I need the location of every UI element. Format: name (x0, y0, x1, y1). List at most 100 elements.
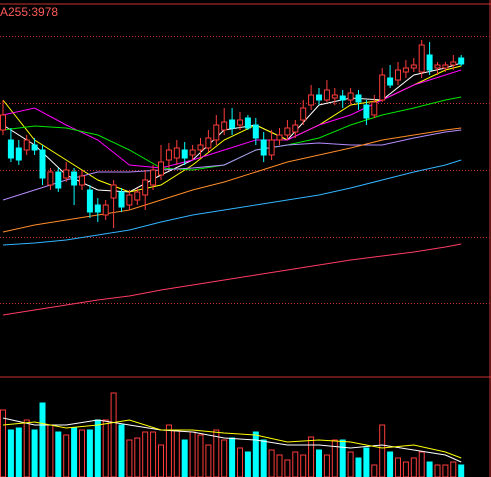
volume-bar (450, 461, 457, 477)
volume-bar (71, 427, 78, 477)
volume-bar (395, 457, 401, 477)
volume-bar (458, 464, 465, 477)
candle-body (426, 54, 433, 71)
candle-body (205, 137, 212, 149)
candle-body (268, 139, 275, 156)
candle-body (442, 64, 449, 69)
candle-body (276, 134, 283, 141)
candle-body (323, 89, 330, 101)
candle-body (418, 44, 425, 73)
volume-bar (363, 447, 370, 477)
volume-bar (244, 451, 251, 477)
moving-average-line (2, 159, 462, 246)
candle-body (23, 139, 30, 151)
candle-body (402, 67, 409, 73)
volume-bar (252, 431, 259, 477)
volume-bar (229, 437, 236, 477)
candle-body (15, 147, 22, 161)
candle-body (237, 119, 243, 126)
volume-bar (23, 419, 30, 477)
candle-body (173, 147, 180, 159)
moving-average-line (2, 419, 462, 459)
volume-bar (118, 424, 125, 477)
volume-bar (221, 439, 228, 477)
volume-bar (300, 454, 307, 477)
volume-bar (323, 454, 330, 477)
volume-bar (55, 431, 62, 477)
candle-body (410, 64, 417, 69)
volume-bar (181, 439, 188, 477)
candle-body (31, 144, 38, 151)
candle-body (260, 139, 267, 156)
volume-bar (434, 464, 441, 477)
volume-bar (134, 437, 141, 477)
volume-bar (237, 447, 243, 477)
candle-body (355, 94, 362, 103)
volume-bar (331, 439, 338, 477)
candle-body (189, 149, 196, 156)
candle-body (165, 149, 172, 161)
volume-bar (39, 402, 46, 477)
candle-body (292, 124, 299, 133)
candle-body (331, 94, 338, 99)
candle-body (387, 77, 394, 86)
volume-bar (442, 464, 449, 477)
volume-bar (276, 454, 283, 477)
candle-body (308, 94, 315, 106)
volume-bar (63, 434, 70, 477)
volume-bar (260, 439, 267, 477)
candle-body (94, 204, 101, 213)
volume-bar (205, 444, 212, 477)
candle-body (63, 169, 70, 179)
candle-body (252, 124, 259, 139)
candle-body (158, 161, 164, 176)
volume-bar (94, 419, 101, 477)
volume-bar (339, 439, 346, 477)
volume-bar (142, 431, 149, 477)
candle-body (118, 191, 125, 208)
candle-body (363, 104, 370, 119)
volume-bar (284, 459, 291, 477)
volume-bar (268, 449, 275, 477)
volume-bar (387, 451, 394, 477)
candle-body (450, 61, 457, 66)
candle-body (71, 171, 78, 186)
volume-bar (347, 451, 354, 477)
moving-average-line (2, 243, 462, 316)
volume-bar (308, 436, 315, 477)
candle-body (197, 144, 204, 151)
candle-body (102, 204, 109, 216)
candle-body (134, 191, 141, 201)
candle-body (86, 189, 93, 213)
candle-body (221, 121, 228, 131)
candle-body (126, 194, 133, 206)
candle-body (0, 114, 6, 131)
candle-body (458, 57, 465, 65)
candle-body (371, 101, 378, 116)
candle-body (47, 171, 54, 186)
volume-bar (189, 431, 196, 477)
volume-bar (102, 419, 109, 477)
candle-body (150, 169, 157, 186)
candle-body (244, 117, 251, 129)
candle-body (316, 94, 322, 101)
volume-bar (410, 457, 417, 477)
candle-body (300, 107, 307, 121)
volume-bar (7, 429, 14, 477)
candle-body (379, 74, 386, 101)
candle-body (339, 95, 346, 101)
candle-body (213, 124, 220, 141)
volume-bar (197, 434, 204, 477)
candle-body (347, 92, 354, 101)
candle-body (7, 139, 14, 159)
volume-bar (379, 424, 386, 477)
moving-average-line (2, 69, 462, 169)
candle-body (110, 184, 117, 199)
volume-bar (110, 392, 117, 477)
candle-body (395, 69, 401, 81)
volume-bar (86, 429, 93, 477)
volume-bar (316, 449, 322, 477)
